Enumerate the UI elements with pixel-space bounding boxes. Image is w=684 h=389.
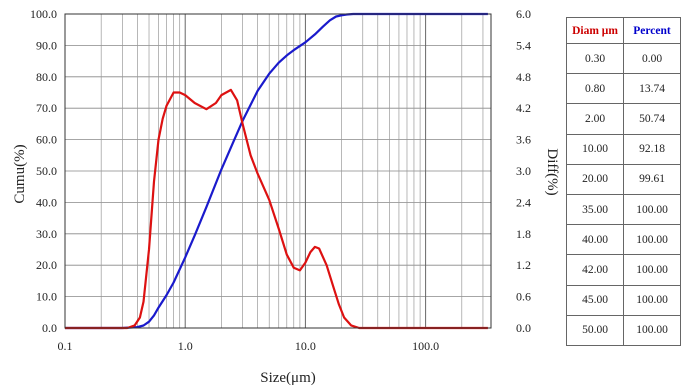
- y-right-tick-label: 0.6: [516, 290, 531, 304]
- diff-curve: [65, 88, 488, 330]
- grid-lines: [65, 14, 491, 328]
- percent-cell: 99.61: [623, 163, 681, 195]
- diam-cell: 0.80: [566, 73, 624, 105]
- y-right-tick-labels: 0.0 0.6 1.2 1.8 2.4 3.0 3.6 4.2 4.8 5.4 6.0: [516, 7, 531, 335]
- psd-chart: 0.0 10.0 20.0 30.0 40.0 50.0 60.0 70.0 80.0 90.0 1…: [12, 7, 560, 386]
- table-row: 2.00 50.74: [566, 103, 681, 135]
- diam-cell: 42.00: [566, 254, 624, 286]
- diam-cell: 10.00: [566, 133, 624, 165]
- table-header-row: Diam μm Percent: [566, 17, 681, 44]
- y-left-tick-label: 100.0: [30, 7, 57, 21]
- table-row: 35.00 100.00: [566, 193, 681, 226]
- percent-cell: 0.00: [623, 42, 681, 75]
- y-left-tick-label: 50.0: [36, 164, 57, 178]
- size-percent-table: Diam μm Percent 0.30 0.00 0.80 13.74 2.00 50.…: [566, 17, 681, 346]
- y-left-tick-label: 80.0: [36, 70, 57, 84]
- x-axis-label: Size(μm): [260, 370, 316, 386]
- diam-cell: 20.00: [566, 163, 624, 195]
- x-tick-label: 1.0: [178, 339, 193, 353]
- x-tick-label: 0.1: [58, 339, 73, 353]
- table-row: 42.00 100.00: [566, 254, 681, 286]
- y-left-tick-label: 60.0: [36, 133, 57, 147]
- diam-cell: 45.00: [566, 284, 624, 316]
- y-right-axis-label: Diff(%): [544, 148, 560, 195]
- y-left-tick-label: 90.0: [36, 38, 57, 52]
- diam-cell: 2.00: [566, 103, 624, 135]
- y-left-tick-label: 0.0: [42, 321, 57, 335]
- diam-cell: 50.00: [566, 314, 624, 346]
- table-row: 20.00 99.61: [566, 163, 681, 195]
- percent-cell: 50.74: [623, 103, 681, 135]
- table-header-diam: Diam μm: [566, 17, 624, 44]
- y-right-tick-label: 0.0: [516, 321, 531, 335]
- x-tick-labels: 0.1 1.0 10.0 100.0: [58, 339, 440, 353]
- y-right-tick-label: 6.0: [516, 7, 531, 21]
- y-left-tick-label: 70.0: [36, 101, 57, 115]
- diam-cell: 0.30: [566, 42, 624, 75]
- y-right-tick-label: 3.6: [516, 133, 531, 147]
- y-left-tick-label: 30.0: [36, 227, 57, 241]
- table-row: 0.30 0.00: [566, 42, 681, 75]
- y-right-tick-label: 3.0: [516, 164, 531, 178]
- y-right-tick-label: 1.8: [516, 227, 531, 241]
- table-body: 0.30 0.00 0.80 13.74 2.00 50.74 10.00 92.18 20.0…: [566, 42, 681, 346]
- percent-cell: 13.74: [623, 73, 681, 105]
- diam-cell: 40.00: [566, 224, 624, 256]
- percent-cell: 100.00: [623, 314, 681, 346]
- y-left-tick-label: 20.0: [36, 258, 57, 272]
- y-left-tick-labels: 0.0 10.0 20.0 30.0 40.0 50.0 60.0 70.0 80.0 90.0 1…: [30, 7, 57, 335]
- diam-cell: 35.00: [566, 193, 624, 226]
- x-tick-label: 10.0: [295, 339, 316, 353]
- table-header-percent: Percent: [623, 17, 681, 44]
- y-left-axis-label: Cumu(%): [12, 144, 28, 203]
- table-row: 10.00 92.18: [566, 133, 681, 165]
- percent-cell: 100.00: [623, 224, 681, 256]
- y-right-tick-label: 5.4: [516, 38, 531, 52]
- y-right-tick-label: 2.4: [516, 195, 531, 209]
- y-left-tick-label: 10.0: [36, 290, 57, 304]
- y-right-tick-label: 1.2: [516, 258, 531, 272]
- plot-frame: [64, 13, 492, 329]
- percent-cell: 100.00: [623, 254, 681, 286]
- percent-cell: 92.18: [623, 133, 681, 165]
- y-left-tick-label: 40.0: [36, 195, 57, 209]
- x-tick-label: 100.0: [412, 339, 439, 353]
- table-row: 40.00 100.00: [566, 224, 681, 256]
- y-right-tick-label: 4.8: [516, 70, 531, 84]
- table-row: 0.80 13.74: [566, 73, 681, 105]
- percent-cell: 100.00: [623, 284, 681, 316]
- percent-cell: 100.00: [623, 193, 681, 226]
- y-right-tick-label: 4.2: [516, 101, 531, 115]
- table-row: 50.00 100.00: [566, 314, 681, 346]
- table-row: 45.00 100.00: [566, 284, 681, 316]
